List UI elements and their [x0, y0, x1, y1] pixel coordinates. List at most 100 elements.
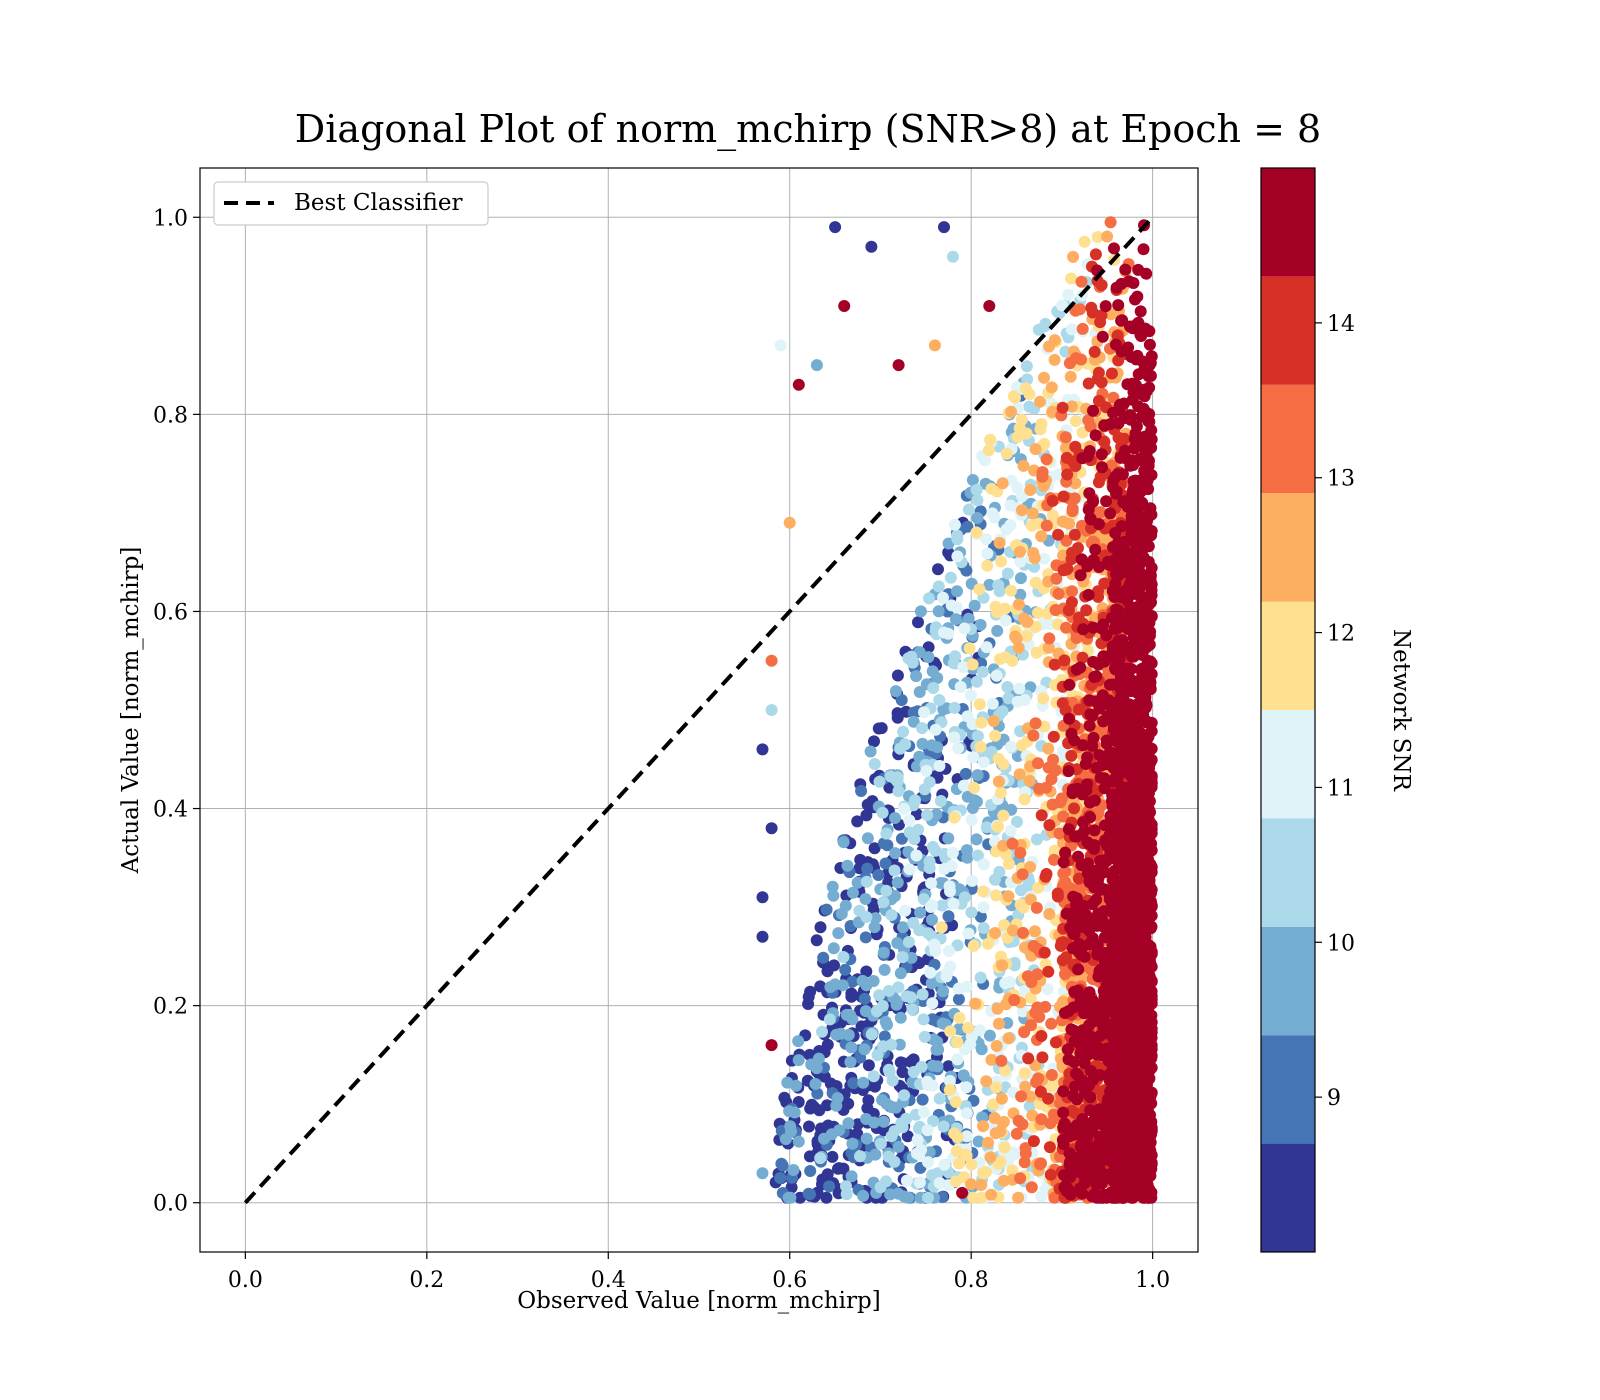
scatter-point [923, 592, 935, 605]
scatter-point [992, 1017, 1005, 1030]
scatter-point [1033, 1011, 1046, 1023]
scatter-point [1070, 830, 1083, 843]
scatter-point [998, 1141, 1011, 1154]
scatter-point [962, 927, 975, 940]
scatter-point [867, 1070, 880, 1083]
scatter-point [878, 837, 890, 850]
scatter-point [1047, 730, 1060, 743]
scatter-point [1042, 742, 1055, 755]
scatter-point [990, 889, 1003, 902]
scatter-point [832, 927, 845, 940]
scatter-point [804, 1165, 817, 1177]
scatter-point [855, 785, 868, 797]
scatter-point [1045, 1069, 1058, 1081]
scatter-point [1005, 584, 1017, 597]
scatter-point [895, 694, 908, 706]
scatter-point [899, 904, 912, 917]
scatter-point [1129, 474, 1142, 487]
scatter-point [1084, 1104, 1097, 1117]
scatter-point [980, 821, 993, 834]
scatter-point [984, 433, 997, 446]
scatter-point [1136, 886, 1149, 899]
scatter-point [1092, 476, 1105, 489]
scatter-point [1087, 404, 1099, 417]
scatter-point [1072, 963, 1085, 976]
scatter-point [1030, 646, 1043, 659]
scatter-point [985, 1053, 998, 1066]
scatter-point [1065, 323, 1078, 336]
scatter-point [1020, 360, 1033, 373]
scatter-point [1089, 429, 1102, 442]
scatter-point [845, 1041, 858, 1054]
scatter-point [926, 913, 938, 926]
scatter-point [1019, 1147, 1032, 1160]
scatter-point [946, 846, 959, 859]
scatter-point [845, 1170, 858, 1183]
scatter-point [929, 945, 942, 957]
scatter-point [860, 979, 873, 992]
scatter-point [1116, 314, 1129, 327]
scatter-point [960, 1107, 973, 1120]
scatter-point [989, 600, 1002, 613]
scatter-point [807, 1100, 820, 1113]
scatter-point [902, 936, 915, 948]
scatter-point [1132, 400, 1145, 413]
scatter-point [889, 847, 902, 860]
scatter-point [960, 1149, 973, 1162]
scatter-point [907, 706, 920, 719]
scatter-point [918, 706, 930, 719]
scatter-point [932, 580, 945, 593]
scatter-point [1016, 868, 1029, 881]
scatter-point [765, 822, 778, 835]
scatter-point [987, 1098, 1000, 1111]
scatter-point [905, 951, 918, 964]
scatter-point [994, 786, 1007, 799]
scatter-point [1024, 1090, 1037, 1103]
scatter-point [879, 857, 892, 870]
scatter-point [993, 536, 1006, 549]
scatter-point [1017, 459, 1030, 472]
scatter-point [788, 1106, 801, 1119]
scatter-point [817, 951, 830, 964]
scatter-point [999, 614, 1012, 627]
scatter-point [1005, 740, 1017, 753]
scatter-point [868, 842, 881, 855]
scatter-point [837, 836, 850, 849]
scatter-point [1086, 739, 1099, 752]
scatter-point [987, 715, 1000, 727]
scatter-point [933, 694, 946, 706]
scatter-point [1043, 632, 1056, 645]
scatter-point [1050, 572, 1063, 585]
scatter-point [966, 874, 979, 887]
scatter-point [820, 1191, 833, 1204]
scatter-point [874, 1137, 887, 1150]
scatter-point [911, 1133, 924, 1146]
scatter-point [976, 665, 989, 678]
scatter-point [1119, 263, 1132, 276]
scatter-point [1075, 353, 1088, 366]
scatter-point [1105, 367, 1118, 380]
scatter-point [1110, 281, 1123, 294]
scatter-point [931, 1167, 944, 1180]
scatter-point [1036, 470, 1049, 483]
scatter-point [1047, 753, 1060, 766]
scatter-point [925, 877, 938, 890]
scatter-point [1144, 357, 1157, 369]
scatter-point [949, 613, 962, 626]
scatter-point [888, 864, 901, 877]
scatter-point [891, 937, 904, 949]
scatter-point [997, 839, 1010, 852]
scatter-point [776, 1159, 789, 1172]
scatter-point [916, 737, 929, 750]
scatter-point [1029, 443, 1042, 456]
scatter-point [1089, 248, 1102, 261]
scatter-point [1126, 484, 1139, 497]
scatter-point [1018, 694, 1031, 706]
scatter-point [1137, 243, 1150, 256]
scatter-point [899, 738, 912, 751]
scatter-point [1012, 641, 1025, 654]
scatter-point [803, 1120, 815, 1133]
scatter-point [840, 1180, 852, 1193]
scatter-point [1067, 250, 1080, 263]
scatter-point [965, 1178, 978, 1191]
